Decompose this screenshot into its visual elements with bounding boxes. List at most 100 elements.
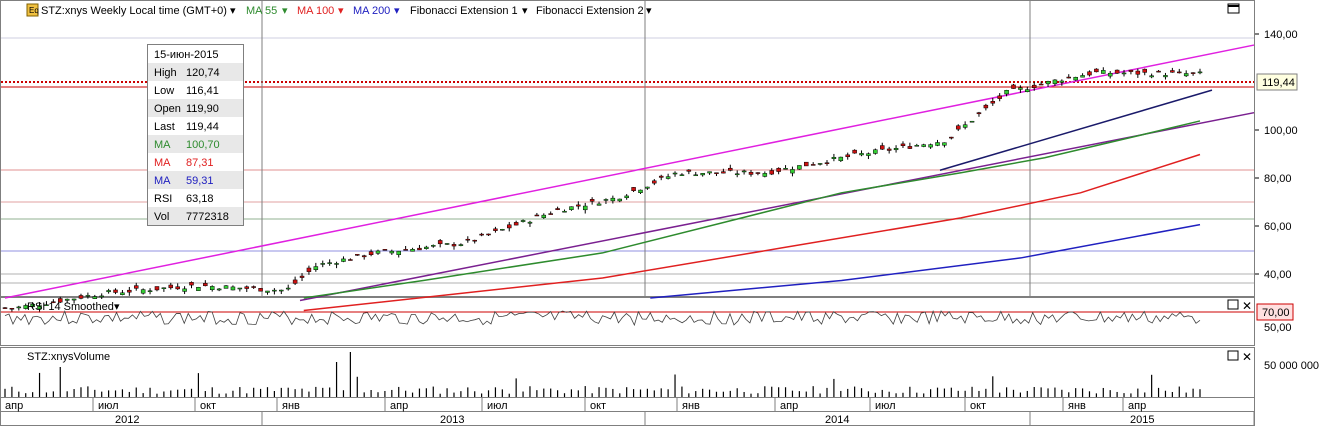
rsi-panel bbox=[0, 297, 1255, 346]
candle-body bbox=[500, 229, 505, 231]
candle-body bbox=[817, 163, 823, 165]
candle-body bbox=[251, 286, 256, 288]
rsi-tick-50: 50,00 bbox=[1264, 322, 1292, 334]
candle-body bbox=[686, 169, 692, 172]
month-axis bbox=[0, 397, 1255, 412]
candle-body bbox=[1031, 84, 1037, 89]
candle-body bbox=[962, 124, 968, 128]
price-tick: 140,00 bbox=[1264, 29, 1298, 41]
tooltip-row-label: RSI bbox=[154, 193, 172, 205]
candle-body bbox=[603, 199, 609, 201]
candle-body bbox=[44, 304, 49, 306]
candle-body bbox=[1011, 84, 1016, 89]
candle-body bbox=[203, 283, 208, 287]
tooltip-row-label: MA bbox=[154, 175, 171, 187]
tooltip-row-value: 87,31 bbox=[186, 157, 214, 169]
candle-body bbox=[479, 233, 484, 236]
tooltip-row-value: 116,41 bbox=[186, 85, 219, 97]
candle-body bbox=[762, 173, 768, 177]
candle-body bbox=[1190, 72, 1196, 74]
candle-body bbox=[1177, 71, 1182, 74]
symbol-dropdown-icon[interactable]: ▾ bbox=[230, 5, 236, 17]
candle-body bbox=[714, 172, 719, 174]
candle-body bbox=[513, 222, 519, 226]
candle-body bbox=[645, 186, 650, 189]
candle-body bbox=[955, 125, 961, 130]
symbol-label[interactable]: STZ:xnys Weekly Local time (GMT+0) bbox=[41, 5, 227, 17]
candle-body bbox=[631, 187, 636, 191]
rsi-close-icon[interactable]: ✕ bbox=[1242, 299, 1252, 313]
candle-body bbox=[265, 290, 270, 293]
volume-label[interactable]: STZ:xnysVolume bbox=[27, 351, 110, 363]
fib1-label[interactable]: Fibonacci Extension 1 bbox=[410, 5, 518, 17]
tooltip-row-value: 120,74 bbox=[186, 67, 220, 79]
tooltip-row-label: Low bbox=[154, 85, 174, 97]
candle-body bbox=[942, 142, 947, 146]
candle-body bbox=[355, 254, 360, 256]
candle-body bbox=[914, 145, 920, 147]
candle-body bbox=[679, 174, 685, 177]
candle-body bbox=[610, 197, 616, 202]
candle-body bbox=[237, 287, 243, 290]
candle-body bbox=[638, 189, 643, 193]
volume-tick: 50 000 000 bbox=[1264, 360, 1319, 372]
ma55-dropdown-icon[interactable]: ▾ bbox=[282, 5, 288, 17]
candle-body bbox=[78, 295, 84, 299]
candle-body bbox=[334, 263, 339, 265]
candle-body bbox=[444, 243, 450, 245]
candle-body bbox=[292, 279, 298, 284]
candle-body bbox=[555, 208, 560, 210]
year-tick: 2013 bbox=[440, 414, 464, 426]
candle-body bbox=[140, 289, 146, 294]
candle-body bbox=[9, 308, 15, 310]
fib1-dropdown-icon[interactable]: ▾ bbox=[522, 5, 528, 17]
candle-body bbox=[810, 164, 816, 166]
tooltip-row-label: MA bbox=[154, 139, 171, 151]
symbol-icon-text: Eq bbox=[29, 6, 39, 15]
candle-body bbox=[486, 233, 491, 236]
candle-body bbox=[1121, 72, 1127, 75]
candle-body bbox=[1052, 79, 1058, 84]
month-tick: окт bbox=[200, 400, 216, 412]
candle-body bbox=[1059, 80, 1065, 83]
symbol-icon[interactable] bbox=[26, 3, 39, 17]
month-tick: апр bbox=[5, 400, 23, 412]
month-tick: окт bbox=[970, 400, 986, 412]
volume-close-icon[interactable]: ✕ bbox=[1242, 350, 1252, 364]
tooltip-row-label: Last bbox=[154, 121, 175, 133]
rsi-dropdown-icon[interactable]: ▾ bbox=[114, 301, 120, 313]
candle-body bbox=[1149, 75, 1154, 78]
last-price-label: 119,44 bbox=[1262, 77, 1295, 89]
ma100-label[interactable]: MA 100 bbox=[297, 5, 334, 17]
candle-body bbox=[189, 282, 194, 286]
ma200-dropdown-icon[interactable]: ▾ bbox=[394, 5, 400, 17]
candle-body bbox=[272, 289, 277, 292]
candle-body bbox=[1163, 75, 1168, 78]
month-tick: июл bbox=[487, 400, 508, 412]
volume-maximize-icon[interactable] bbox=[1227, 350, 1239, 361]
maximize-icon[interactable] bbox=[1227, 3, 1240, 14]
candle-body bbox=[728, 167, 733, 171]
candle-body bbox=[320, 263, 325, 265]
ma55-label[interactable]: MA 55 bbox=[246, 5, 277, 17]
rsi-maximize-icon[interactable] bbox=[1227, 299, 1239, 310]
candle-body bbox=[85, 295, 91, 297]
candle-body bbox=[1156, 70, 1161, 73]
candle-body bbox=[147, 290, 153, 292]
rsi-label[interactable]: RSI 14 Smoothed bbox=[27, 301, 114, 313]
candle-body bbox=[30, 303, 35, 308]
candle-body bbox=[120, 292, 125, 296]
candle-body bbox=[51, 301, 56, 303]
ma100-dropdown-icon[interactable]: ▾ bbox=[338, 5, 344, 17]
candle-body bbox=[431, 245, 436, 247]
candle-body bbox=[748, 171, 754, 175]
fib2-dropdown-icon[interactable]: ▾ bbox=[646, 5, 652, 17]
candle-body bbox=[1025, 89, 1030, 92]
candle-body bbox=[168, 284, 174, 289]
candle-body bbox=[1197, 71, 1203, 74]
candle-body bbox=[1066, 76, 1072, 79]
candle-body bbox=[258, 288, 263, 292]
ma200-label[interactable]: MA 200 bbox=[353, 5, 390, 17]
fib2-label[interactable]: Fibonacci Extension 2 bbox=[536, 5, 644, 17]
